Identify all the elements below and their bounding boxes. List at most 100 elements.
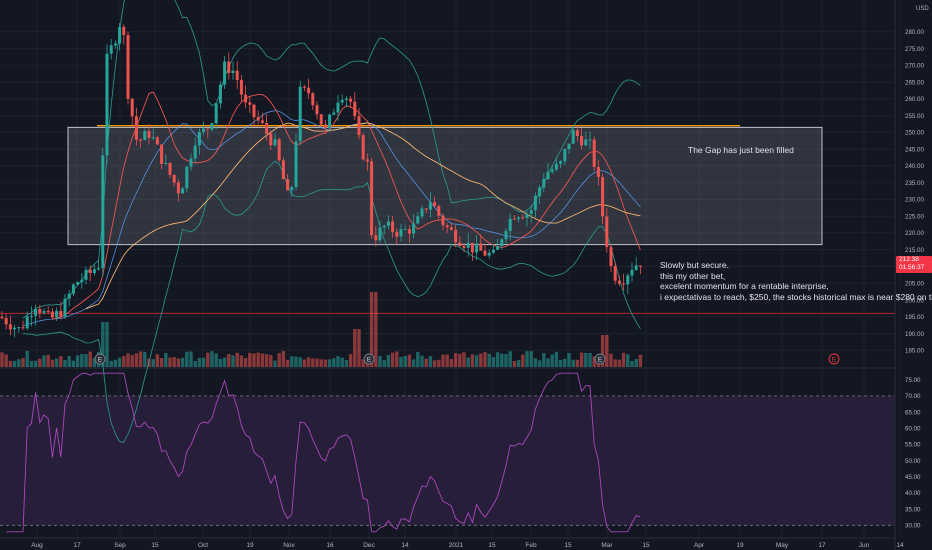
candle-body xyxy=(496,246,500,250)
volume-bar xyxy=(336,356,340,367)
volume-bar xyxy=(176,358,181,367)
candle-body xyxy=(357,116,361,136)
price-tick-label: 265.00 xyxy=(905,79,924,86)
candle-body xyxy=(172,174,176,183)
price-tick-label: 220.00 xyxy=(905,230,924,237)
volume-bar xyxy=(105,322,109,367)
candle-body xyxy=(13,327,17,330)
time-tick-label: 15 xyxy=(488,542,496,549)
rsi-tick-label: 60.00 xyxy=(905,426,921,433)
volume-bar xyxy=(172,357,176,367)
comment-line: excelent momentum for a rentable interpr… xyxy=(660,281,829,291)
volume-bar xyxy=(122,355,126,367)
candle-body xyxy=(55,310,59,318)
candle-body xyxy=(462,246,466,248)
candlesticks[interactable] xyxy=(0,22,642,338)
volume-bar xyxy=(298,357,302,367)
time-tick-label: 14 xyxy=(896,542,904,549)
volume-bar xyxy=(369,292,374,367)
candle-body xyxy=(323,124,327,129)
candle-body xyxy=(71,284,75,294)
candle-body xyxy=(344,98,348,100)
volume-bar xyxy=(71,360,76,367)
volume-bar xyxy=(239,355,244,367)
volume-bar xyxy=(353,329,357,367)
candle-body xyxy=(193,145,197,159)
earnings-marker xyxy=(828,353,840,365)
price-tick-label: 185.00 xyxy=(905,348,924,355)
candle-body xyxy=(260,120,264,123)
candle-body xyxy=(59,310,63,317)
time-tick-label: 15 xyxy=(151,542,159,549)
volume-bar xyxy=(546,358,550,367)
volume-bar xyxy=(613,359,617,367)
volume-bar xyxy=(84,354,88,367)
volume-bar xyxy=(584,352,588,367)
candle-body xyxy=(134,116,138,140)
candle-body xyxy=(290,187,294,191)
volume-bar xyxy=(256,352,260,367)
volume-bar xyxy=(533,358,538,367)
candle-body xyxy=(151,137,155,139)
candle-body xyxy=(223,61,227,85)
candle-body xyxy=(504,230,508,240)
volume-bar xyxy=(130,355,134,367)
price-tick-label: 190.00 xyxy=(905,331,924,338)
candle-body xyxy=(189,158,193,167)
comment-annotation[interactable]: Slowly but secure. this my other bet, ex… xyxy=(660,260,932,302)
candle-body xyxy=(420,208,424,217)
price-tick-label: 280.00 xyxy=(905,29,924,36)
volume-bar xyxy=(285,359,290,367)
candle-body xyxy=(84,269,88,280)
candle-body xyxy=(617,280,621,284)
volume-bar xyxy=(407,354,412,367)
gap-annotation[interactable]: The Gap has just been filled xyxy=(688,145,794,155)
time-axis[interactable]: Aug 17 Sep 15 Oct 19 Nov 16 Dec 14 2021 15 Feb 15 Mar 1… xyxy=(0,537,904,549)
candle-body xyxy=(210,123,214,130)
candle-body xyxy=(147,131,151,138)
candle-body xyxy=(353,101,357,117)
time-tick-label: 14 xyxy=(401,542,409,549)
candle-body xyxy=(580,136,584,146)
candle-body xyxy=(294,141,298,188)
candle-body xyxy=(433,202,437,207)
earnings-marker-label: E xyxy=(598,357,603,364)
candle-body xyxy=(626,275,630,285)
gap-rectangle[interactable] xyxy=(67,126,823,246)
candle-body xyxy=(122,26,126,36)
volume-bar xyxy=(479,353,483,367)
volume-bar xyxy=(462,352,466,367)
volume-bar xyxy=(332,358,336,367)
candle-body xyxy=(252,104,256,118)
candle-body xyxy=(336,102,340,113)
volume-bar xyxy=(67,356,71,367)
earnings-marker-label: E xyxy=(98,357,103,364)
time-tick-label: Oct xyxy=(198,542,208,549)
candle-body xyxy=(273,139,277,146)
rsi-path xyxy=(6,372,641,533)
price-tick-label: 225.00 xyxy=(905,213,924,220)
candle-body xyxy=(168,162,172,175)
candle-body xyxy=(298,86,302,142)
candle-body xyxy=(395,231,399,237)
volume-bar xyxy=(38,358,42,367)
currency-label: USD xyxy=(916,6,929,12)
candle-body xyxy=(428,202,432,210)
horizontal-levels[interactable] xyxy=(0,124,895,314)
candle-body xyxy=(197,131,201,146)
volume-bar xyxy=(193,360,197,367)
volume-bar xyxy=(504,353,508,367)
volume-bar xyxy=(243,358,248,367)
candle-body xyxy=(311,93,315,106)
time-tick-label: Apr xyxy=(694,542,705,549)
volume-bar xyxy=(340,357,344,367)
candle-body xyxy=(277,139,281,161)
volume-bar xyxy=(0,352,4,367)
volume-bar xyxy=(21,358,25,367)
candle-body xyxy=(487,252,491,256)
rsi-axis[interactable]: 30.00 35.00 40.00 45.00 50.00 55.00 60.00 65.00… xyxy=(905,377,921,530)
volume-bar xyxy=(109,360,113,367)
candle-body xyxy=(302,86,306,88)
